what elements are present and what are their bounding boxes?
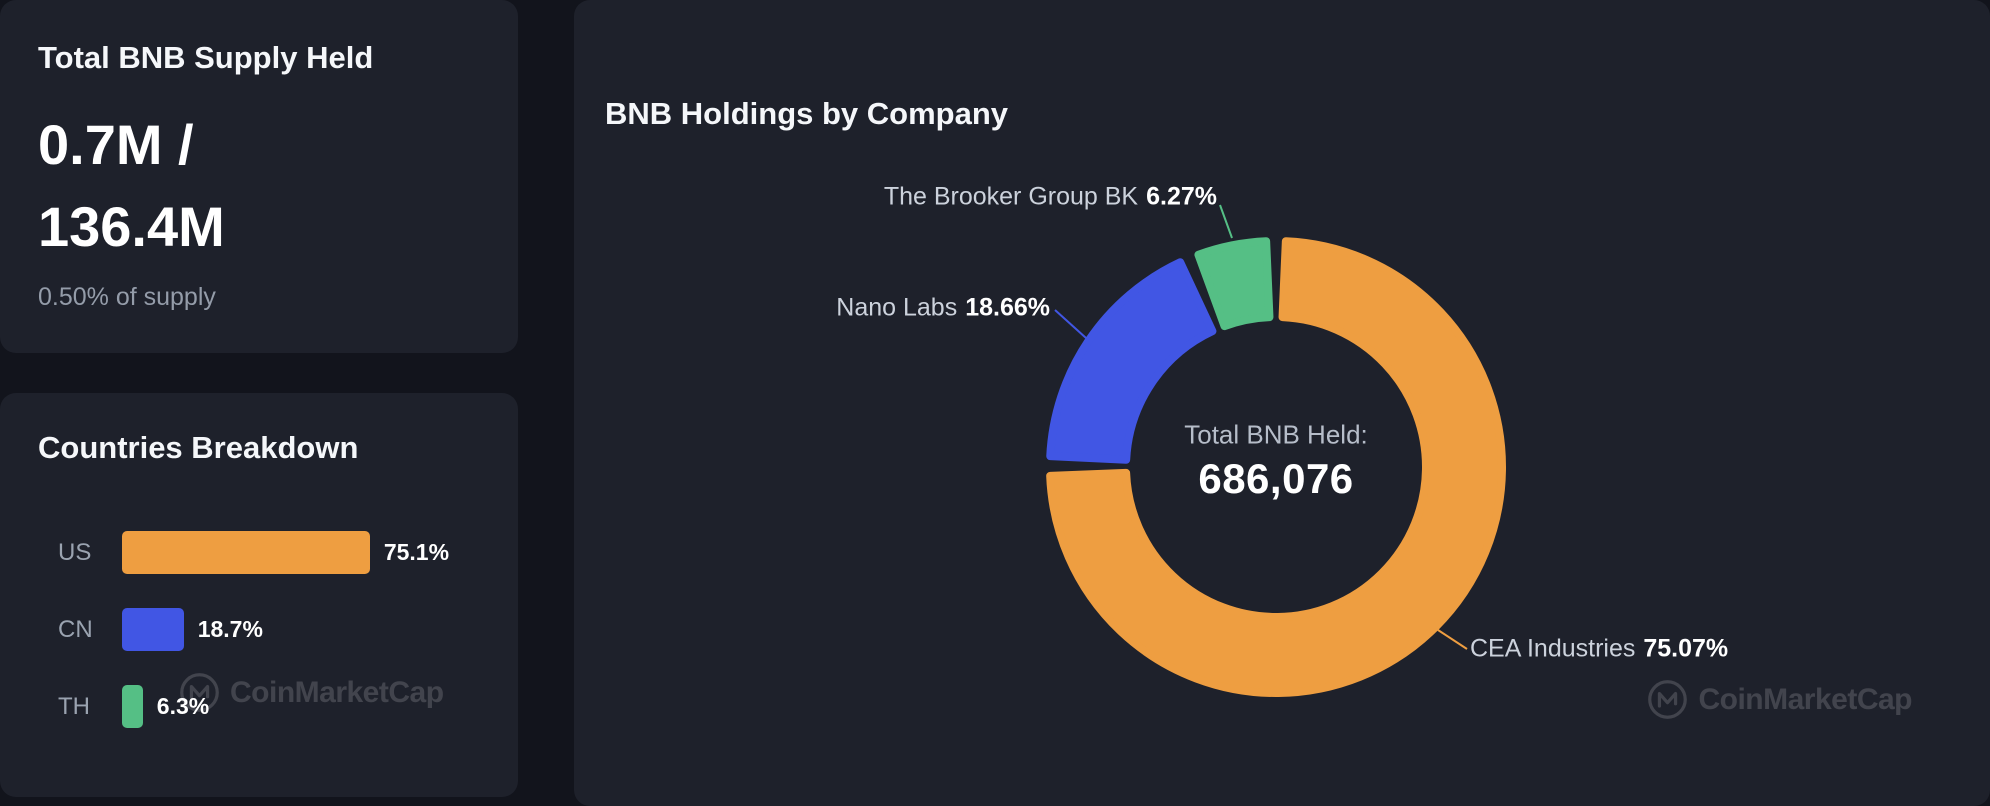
country-label: TH (58, 692, 90, 720)
country-label: US (58, 538, 92, 566)
supply-card-title: Total BNB Supply Held (38, 40, 374, 75)
segment-name: CEA Industries (1470, 634, 1636, 663)
donut-segment (1046, 258, 1217, 464)
donut-chart (1046, 204, 1506, 697)
segment-percent: 75.07% (1643, 634, 1729, 663)
donut-label-brooker-group: The Brooker Group BK 6.27% (884, 183, 1217, 212)
country-label: CN (58, 615, 93, 643)
donut-label-cea-industries: CEA Industries 75.07% (1470, 635, 1728, 664)
coinmarketcap-watermark-text: CoinMarketCap (1698, 682, 1912, 716)
countries-breakdown-card: Countries Breakdown US 75.1% CN 18.7% TH… (0, 393, 518, 797)
country-row: US 75.1% (58, 531, 449, 574)
supply-subtitle: 0.50% of supply (38, 283, 216, 311)
segment-percent: 6.27% (1146, 182, 1217, 211)
supply-amount-line2: 136.4M (38, 195, 225, 258)
country-percent: 75.1% (383, 539, 450, 565)
coinmarketcap-watermark-text: CoinMarketCap (230, 675, 444, 709)
coinmarketcap-watermark: CoinMarketCap (1646, 678, 1912, 721)
country-bar (122, 685, 143, 728)
segment-percent: 18.66% (965, 293, 1050, 322)
countries-bar-chart: US 75.1% CN 18.7% TH 6.3% (58, 531, 449, 762)
supply-amount-line1: 0.7M / (38, 113, 194, 176)
donut-segment (1194, 237, 1274, 331)
country-row: CN 18.7% (58, 608, 449, 651)
donut-segments (1046, 237, 1506, 697)
coinmarketcap-logo-icon (1648, 680, 1688, 719)
leader-line-cea (1437, 629, 1468, 650)
donut-label-nano-labs: Nano Labs 18.66% (836, 294, 1050, 323)
total-supply-card: Total BNB Supply Held 0.7M / 136.4M 0.50… (0, 0, 518, 353)
country-bar (122, 608, 184, 651)
holdings-card-title: BNB Holdings by Company (605, 96, 1009, 131)
countries-card-title: Countries Breakdown (38, 430, 359, 465)
country-bar (122, 531, 370, 574)
country-percent: 18.7% (197, 616, 263, 642)
holdings-by-company-card: BNB Holdings by Company The Brooker Grou… (574, 0, 1990, 806)
supply-amount: 0.7M / 136.4M (38, 104, 225, 268)
leader-line-nano (1054, 309, 1087, 339)
coinmarketcap-watermark: CoinMarketCap (178, 671, 444, 714)
donut-center-label: Total BNB Held: (1184, 419, 1368, 450)
country-percent: 6.3% (156, 693, 210, 719)
segment-name: Nano Labs (836, 293, 958, 322)
leader-line-brooker (1219, 204, 1233, 239)
donut-center-value: 686,076 (1198, 455, 1354, 502)
country-row: TH 6.3% (58, 685, 449, 728)
coinmarketcap-logo-icon (180, 673, 219, 712)
donut-segment (1046, 237, 1506, 697)
segment-name: The Brooker Group BK (883, 182, 1139, 211)
